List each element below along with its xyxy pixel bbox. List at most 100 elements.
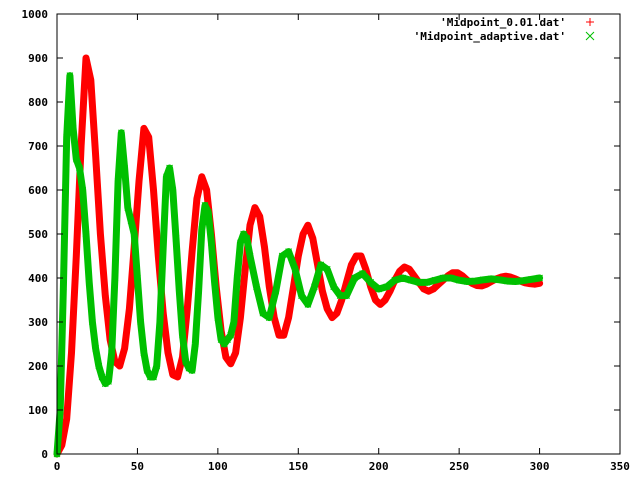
data-point [73, 253, 80, 259]
data-point [309, 235, 316, 242]
data-point [454, 269, 461, 276]
data-point [343, 292, 350, 299]
data-point [140, 349, 148, 357]
data-point [146, 373, 154, 381]
data-point [121, 164, 128, 172]
data-point [266, 283, 273, 290]
data-point [401, 264, 408, 270]
data-point [97, 231, 104, 237]
data-point [69, 125, 77, 132]
data-point [358, 253, 365, 259]
legend: 'Midpoint_0.01.dat''Midpoint_adaptive.da… [414, 16, 595, 43]
data-point [304, 301, 312, 308]
data-point [367, 279, 375, 286]
data-point [66, 72, 74, 79]
data-point [391, 276, 399, 284]
data-point [195, 287, 202, 295]
data-point [227, 360, 234, 367]
data-point [348, 261, 355, 268]
data-point [102, 292, 109, 299]
data-point [261, 244, 268, 251]
data-point [185, 364, 193, 372]
data-point [375, 285, 383, 293]
data-point [60, 283, 67, 291]
data-point [145, 134, 152, 141]
data-point [251, 204, 258, 211]
data-point [76, 164, 83, 172]
series-midpoint-adaptive [53, 72, 544, 458]
data-point [272, 287, 280, 295]
data-point [114, 177, 122, 185]
data-point [153, 362, 161, 370]
series-layer [53, 54, 544, 458]
series-midpoint-fixed [53, 54, 544, 458]
data-point [63, 133, 71, 141]
y-tick-label: 200 [28, 360, 48, 373]
y-tick-label: 300 [28, 316, 48, 329]
data-point [124, 204, 132, 211]
data-point [224, 336, 231, 343]
data-point [265, 314, 273, 321]
data-point [140, 125, 147, 132]
data-point [63, 415, 70, 422]
plot-frame [56, 13, 621, 455]
data-point [415, 279, 423, 286]
data-point [295, 253, 302, 259]
data-point [111, 274, 119, 282]
data-point [184, 305, 191, 312]
data-point [137, 318, 144, 326]
y-tick-label: 1000 [22, 8, 49, 21]
data-point [336, 292, 344, 299]
data-point [204, 208, 212, 216]
y-tick-label: 500 [28, 228, 48, 241]
x-tick-label: 300 [530, 460, 550, 473]
x-tick-label: 50 [131, 460, 144, 473]
data-point [386, 288, 393, 295]
data-point [191, 340, 199, 348]
ticks-layer: 0 100 200 300 400 500 600 700 800 900 1000 0 50 100 15… [22, 8, 630, 473]
data-point [478, 282, 485, 289]
data-point [136, 178, 143, 185]
data-point [479, 276, 487, 284]
data-point [329, 314, 336, 321]
data-point [121, 345, 128, 352]
data-point [188, 367, 196, 374]
data-point [246, 252, 254, 260]
data-point [214, 314, 222, 321]
data-point [198, 173, 205, 180]
x-tick-label: 250 [449, 460, 469, 473]
data-point [82, 55, 89, 61]
data-point [92, 345, 99, 352]
y-tick-label: 0 [41, 448, 48, 461]
data-point [193, 195, 200, 202]
data-point [351, 274, 358, 282]
data-point [471, 277, 479, 285]
data-point [407, 276, 415, 284]
y-tick-label: 700 [28, 140, 48, 153]
data-point [377, 301, 384, 308]
data-point [317, 261, 325, 269]
data-point [126, 305, 133, 312]
data-point [116, 363, 123, 369]
data-point [520, 277, 527, 284]
data-point [227, 331, 235, 339]
data-point [150, 187, 157, 193]
data-point [383, 283, 391, 291]
data-point [528, 275, 535, 283]
data-point [504, 277, 511, 285]
data-point [463, 278, 471, 285]
data-point [105, 378, 112, 385]
data-point [85, 279, 93, 286]
legend-label: 'Midpoint_0.01.dat' [440, 16, 566, 29]
data-point [72, 155, 80, 163]
data-point [95, 362, 103, 370]
data-point [127, 217, 135, 225]
data-point [232, 349, 239, 356]
data-point [372, 297, 379, 303]
data-point [247, 222, 254, 229]
data-point [169, 186, 177, 194]
data-point [87, 77, 94, 83]
data-point [174, 374, 181, 380]
data-point [101, 380, 109, 387]
